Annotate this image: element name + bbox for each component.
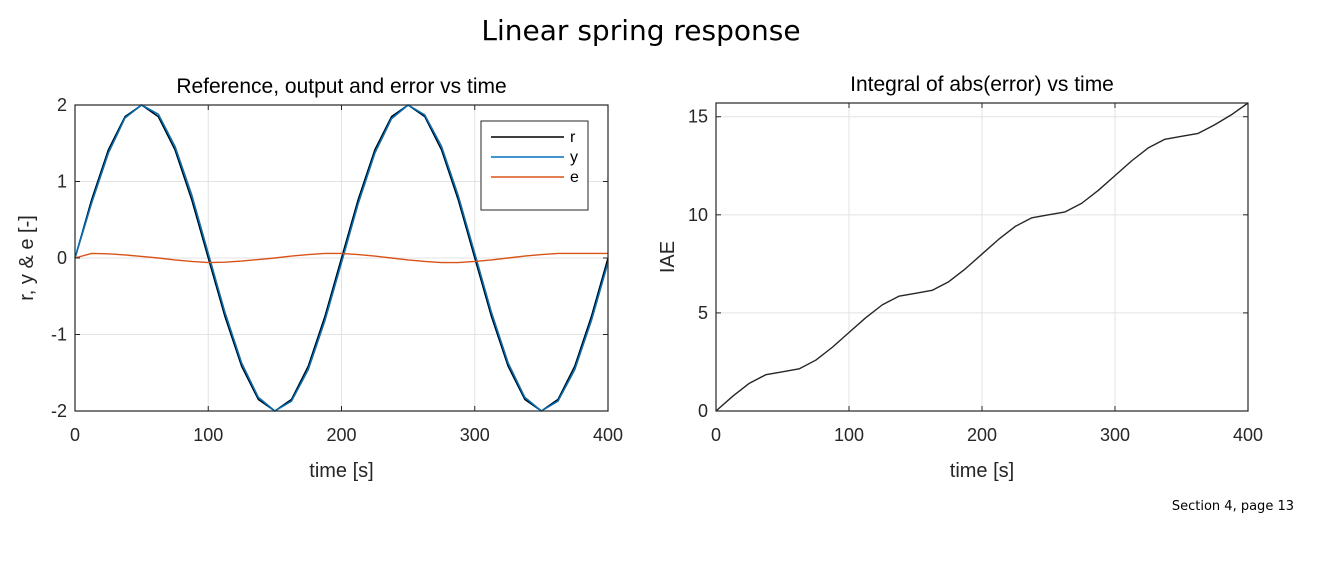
x-tick-label: 0 — [70, 425, 80, 445]
y-tick-label: 0 — [57, 248, 67, 268]
x-tick-label: 100 — [834, 425, 864, 445]
chart-title: Reference, output and error vs time — [176, 75, 506, 98]
x-axis-label: time [s] — [309, 460, 373, 482]
y-tick-label: 10 — [688, 205, 708, 225]
chart-iae: 0 100 200 300 400 0 5 10 15 Integral of abs(error… — [657, 73, 1263, 482]
y-tick-label: 15 — [688, 107, 708, 127]
legend-box — [480, 120, 589, 211]
x-tick-label: 200 — [967, 425, 997, 445]
y-tick-label: 5 — [698, 303, 708, 323]
y-tick-label: -1 — [51, 325, 67, 345]
x-tick-label: 400 — [1233, 425, 1263, 445]
x-tick-label: 400 — [593, 425, 623, 445]
chart-reference-output-error: 0 100 200 300 400 -2 -1 0 1 2 Reference, output an… — [16, 75, 623, 482]
y-tick-label: 2 — [57, 95, 67, 115]
series-line-r — [74, 104, 609, 412]
slide-title: Linear spring response — [481, 14, 801, 47]
legend-label-e: e — [570, 169, 579, 186]
series-line-iae — [715, 102, 1249, 412]
y-axis-label: IAE — [657, 241, 679, 273]
series-line-y — [74, 104, 609, 412]
x-tick-label: 100 — [193, 425, 223, 445]
legend-label-r: r — [570, 129, 576, 146]
x-axis-label: time [s] — [950, 460, 1014, 482]
y-tick-label: 1 — [57, 172, 67, 192]
x-tick-label: 0 — [711, 425, 721, 445]
chart-title: Integral of abs(error) vs time — [850, 73, 1114, 96]
y-tick-label: -2 — [51, 401, 67, 421]
page-footer: Section 4, page 13 — [1171, 499, 1294, 514]
x-tick-label: 300 — [1100, 425, 1130, 445]
y-tick-label: 0 — [698, 401, 708, 421]
x-tick-label: 200 — [326, 425, 356, 445]
series-line-e — [74, 252, 608, 264]
legend-label-y: y — [570, 149, 578, 166]
y-axis-label: r, y & e [-] — [16, 215, 38, 301]
x-tick-label: 300 — [460, 425, 490, 445]
